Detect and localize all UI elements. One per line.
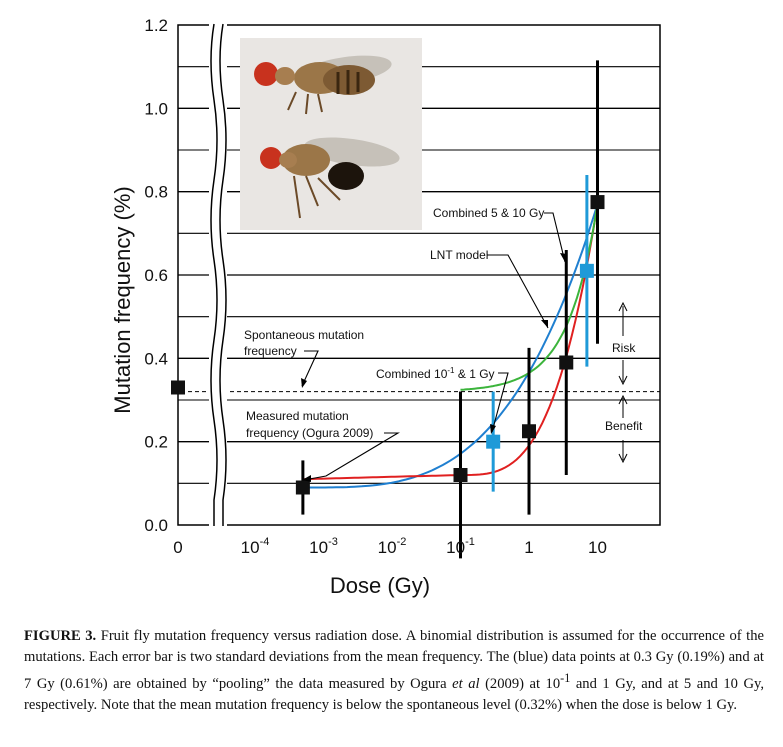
annotation-spontaneous-line2: frequency: [244, 344, 297, 358]
red-fit-curve: [302, 204, 599, 481]
y-axis-title: Mutation frequency (%): [110, 186, 135, 413]
x-tick-label: 0: [173, 538, 182, 557]
x-tick-label: 10-4: [241, 536, 270, 557]
x-tick-label: 10-2: [378, 536, 407, 557]
measured-point: [295, 480, 310, 495]
fly-top: [254, 55, 392, 115]
x-tick-label: 10-3: [309, 536, 338, 557]
caption-text-3: and 1 Gy, and at 5 and 10 Gy, respective…: [24, 675, 764, 713]
y-tick-label: 0.6: [144, 266, 168, 285]
x-tick-label: 10-1: [446, 536, 475, 557]
annotation-combined-5-10: Combined 5 & 10 Gy: [433, 206, 544, 220]
y-tick-label: 1.0: [144, 99, 168, 118]
x-tick-label: 10: [588, 538, 607, 557]
caption-superscript: -1: [560, 671, 571, 685]
caption-text-1: Fruit fly mutation frequency versus radi…: [24, 628, 764, 692]
y-tick-label: 0.2: [144, 433, 168, 452]
annotation-benefit: Benefit: [605, 419, 643, 433]
annotation-lnt-model: LNT model: [430, 248, 488, 262]
pooled-point: [579, 263, 594, 278]
y-tick-labels: 0.0 0.2 0.4 0.6 0.8 1.0 1.2: [144, 16, 168, 535]
x-axis-title: Dose (Gy): [330, 573, 430, 598]
caption-et-al: et al: [452, 675, 480, 692]
caption-text-2: (2009) at 10: [479, 675, 561, 692]
figure-caption: FIGURE 3. Fruit fly mutation frequency v…: [24, 626, 764, 716]
fly-photo-inset: [240, 38, 422, 230]
chart: Combined 5 & 10 Gy LNT model Spontaneous…: [110, 16, 661, 598]
data-points: [171, 195, 605, 495]
x-tick-labels: 0 10-4 10-3 10-2 10-1 1 10: [173, 536, 607, 557]
y-tick-label: 0.4: [144, 349, 168, 368]
axis-break: [209, 23, 227, 526]
x-tick-label: 1: [524, 538, 533, 557]
annotations: Combined 5 & 10 Gy LNT model Spontaneous…: [244, 206, 643, 482]
pooled-point: [486, 434, 501, 449]
measured-point: [171, 380, 185, 395]
y-tick-label: 1.2: [144, 16, 168, 35]
annotation-risk: Risk: [612, 341, 636, 355]
y-tick-label: 0.8: [144, 183, 168, 202]
caption-label: FIGURE 3.: [24, 628, 97, 644]
measured-point: [559, 355, 574, 370]
measured-point: [453, 468, 468, 482]
annotation-combined-01-1: Combined 10-1 & 1 Gy: [376, 366, 495, 381]
y-tick-label: 0.0: [144, 516, 168, 535]
measured-point: [590, 195, 605, 210]
annotation-measured-line2: frequency (Ogura 2009): [246, 426, 373, 440]
measured-point: [522, 424, 536, 439]
fly-bottom: [260, 137, 400, 219]
annotation-measured-line1: Measured mutation: [246, 409, 349, 423]
blue-fit-curve: [302, 203, 599, 489]
annotation-spontaneous-line1: Spontaneous mutation: [244, 328, 364, 342]
